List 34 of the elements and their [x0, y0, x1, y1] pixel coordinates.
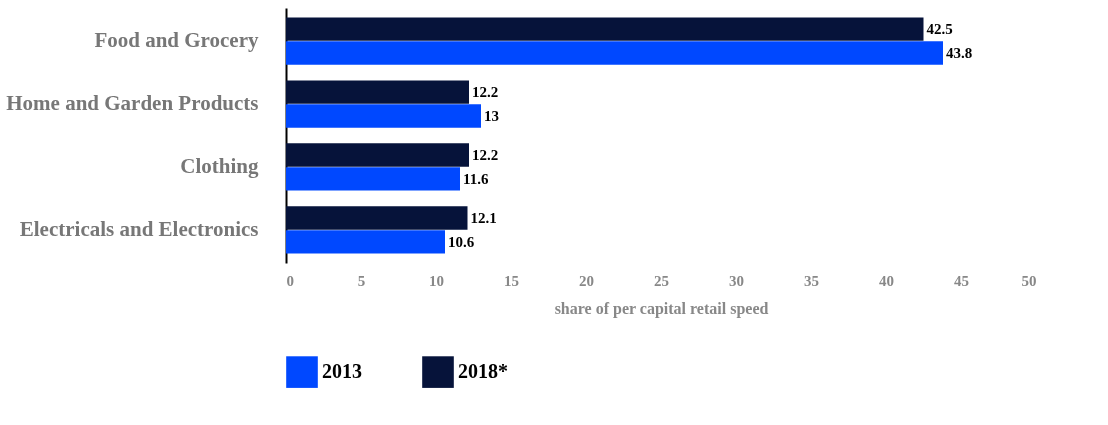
x-tick-label: 45	[954, 272, 969, 289]
x-tick-label: 15	[504, 272, 519, 289]
bar	[286, 230, 445, 254]
y-tick-label: Clothing	[180, 153, 259, 178]
data-label: 42.5	[926, 21, 953, 38]
data-label: 10.6	[448, 233, 475, 250]
bar	[286, 17, 924, 41]
data-label: 12.2	[472, 147, 499, 164]
x-tick-label: 0	[286, 272, 294, 289]
y-tick-label: Food and Grocery	[94, 28, 259, 53]
x-tick-label: 10	[429, 272, 444, 289]
x-tick-label: 30	[729, 272, 744, 289]
data-label: 12.2	[472, 84, 499, 101]
y-tick-label: Electricals and Electronics	[19, 216, 259, 241]
x-tick-label: 5	[357, 272, 366, 289]
legend-label: 2013	[322, 360, 362, 383]
x-tick-label: 35	[804, 272, 819, 289]
y-tick-label: Home and Garden Products	[6, 91, 259, 116]
bar	[286, 104, 481, 128]
x-tick-label: 25	[654, 272, 669, 289]
x-tick-label: 40	[879, 272, 894, 289]
x-tick-label: 50	[1021, 272, 1037, 289]
bar	[286, 167, 460, 191]
data-label: 11.6	[463, 170, 489, 187]
x-tick-label: 20	[579, 272, 594, 289]
data-label: 12.1	[470, 210, 497, 227]
bar	[286, 143, 469, 167]
bar	[286, 80, 469, 104]
data-label: 13	[484, 107, 499, 124]
x-axis-title: share of per capital retail speed	[554, 299, 769, 318]
data-label: 43.8	[946, 44, 973, 61]
bar	[286, 41, 943, 65]
legend-label: 2018*	[458, 360, 508, 383]
bar	[286, 206, 468, 230]
